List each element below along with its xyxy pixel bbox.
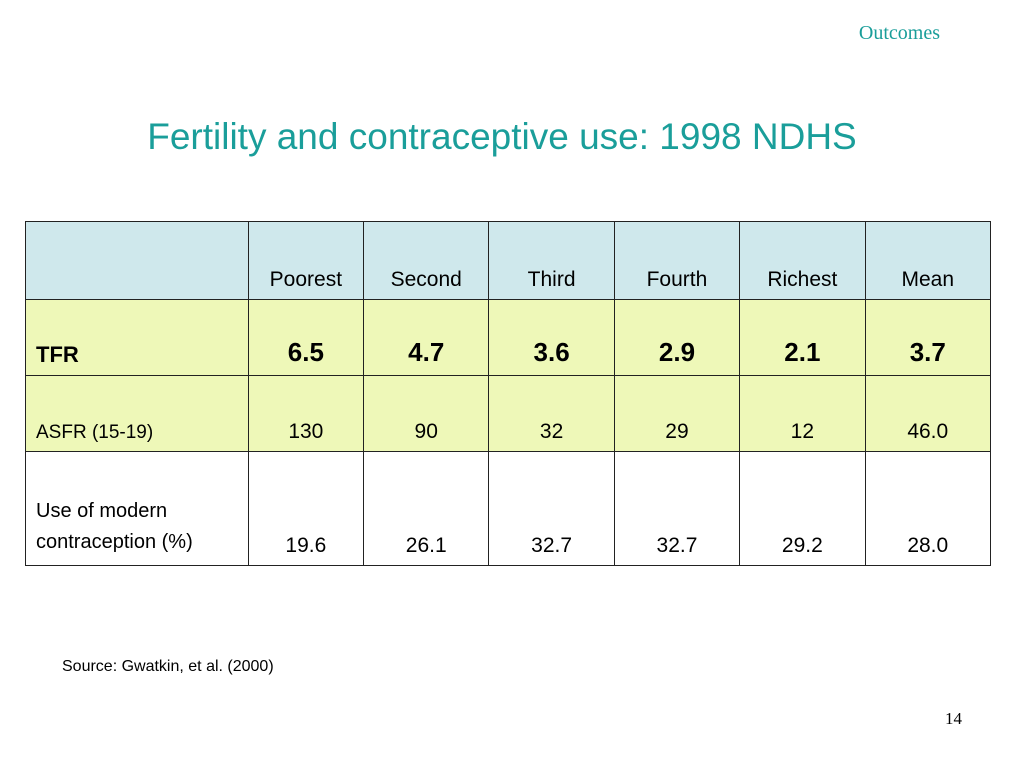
table-row-modern-contraception: Use of modern contraception (%) 19.6 26.… bbox=[25, 451, 992, 566]
table-cell: 90 bbox=[363, 375, 490, 452]
header-cell-empty bbox=[25, 221, 249, 300]
page-number: 14 bbox=[945, 709, 962, 728]
table-row-asfr: ASFR (15-19) 130 90 32 29 12 46.0 bbox=[25, 375, 992, 452]
table-cell: 130 bbox=[247, 375, 365, 452]
table-cell: 32.7 bbox=[488, 451, 615, 566]
table-cell: 4.7 bbox=[363, 299, 490, 376]
data-table: Poorest Second Third Fourth Richest Mean… bbox=[25, 221, 992, 566]
table-cell: 3.6 bbox=[488, 299, 615, 376]
table-cell: 12 bbox=[739, 375, 866, 452]
header-cell-fourth: Fourth bbox=[613, 221, 741, 300]
table-cell: 2.1 bbox=[739, 299, 866, 376]
section-label: Outcomes bbox=[858, 22, 940, 44]
table-cell: 32.7 bbox=[613, 451, 741, 566]
table-cell: 46.0 bbox=[864, 375, 992, 452]
table-cell: 6.5 bbox=[247, 299, 365, 376]
table-cell: 19.6 bbox=[247, 451, 365, 566]
row-label: TFR bbox=[25, 299, 249, 376]
header-cell-second: Second bbox=[363, 221, 490, 300]
table-row-tfr: TFR 6.5 4.7 3.6 2.9 2.1 3.7 bbox=[25, 299, 992, 376]
source-citation: Source: Gwatkin, et al. (2000) bbox=[62, 658, 274, 675]
header-cell-third: Third bbox=[488, 221, 615, 300]
table-cell: 29 bbox=[613, 375, 741, 452]
table-cell: 2.9 bbox=[613, 299, 741, 376]
row-label: Use of modern contraception (%) bbox=[25, 451, 249, 566]
header-cell-mean: Mean bbox=[864, 221, 992, 300]
slide-title: Fertility and contraceptive use: 1998 ND… bbox=[147, 116, 857, 157]
table-cell: 26.1 bbox=[363, 451, 490, 566]
header-cell-poorest: Poorest bbox=[247, 221, 365, 300]
row-label: ASFR (15-19) bbox=[25, 375, 249, 452]
header-row: Poorest Second Third Fourth Richest Mean bbox=[25, 221, 992, 300]
row-label-line2: contraception (%) bbox=[36, 531, 193, 553]
table-cell: 28.0 bbox=[864, 451, 992, 566]
row-label-line1: Use of modern bbox=[36, 500, 168, 522]
table-cell: 3.7 bbox=[864, 299, 992, 376]
table-cell: 32 bbox=[488, 375, 615, 452]
table-cell: 29.2 bbox=[739, 451, 866, 566]
header-cell-richest: Richest bbox=[739, 221, 866, 300]
